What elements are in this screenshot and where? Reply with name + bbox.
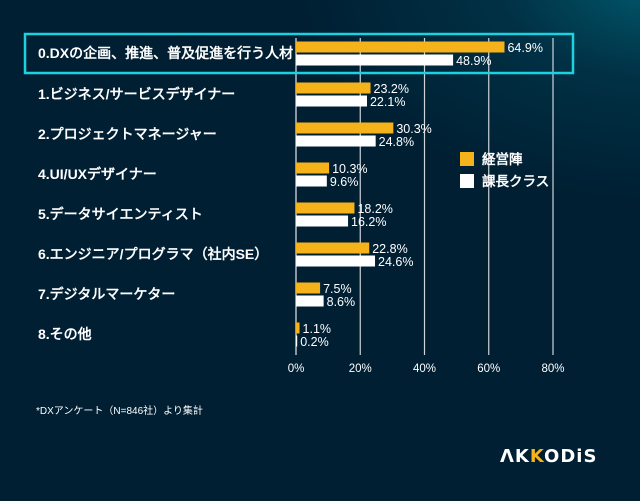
value-label: 0.2% bbox=[300, 335, 329, 349]
value-label: 9.6% bbox=[330, 175, 359, 189]
legend-swatch bbox=[460, 174, 474, 188]
value-label: 24.8% bbox=[379, 135, 414, 149]
bar-manager bbox=[296, 215, 349, 227]
bar-manager bbox=[296, 175, 327, 187]
logo-part-3: ODiS bbox=[544, 446, 598, 467]
category-label: 4.UI/UXデザイナー bbox=[38, 166, 157, 182]
category-label: 6.エンジニア/プログラマ（社内SE） bbox=[38, 246, 268, 262]
category-label: 7.デジタルマーケター bbox=[38, 286, 175, 302]
bar-manager bbox=[296, 135, 376, 147]
category-label: 8.その他 bbox=[38, 326, 92, 342]
category-label: 0.DXの企画、推進、普及促進を行う人材 bbox=[38, 45, 293, 61]
value-label: 10.3% bbox=[332, 162, 367, 176]
bar-executive bbox=[296, 322, 300, 334]
x-tick-label: 0% bbox=[288, 363, 305, 375]
value-label: 22.8% bbox=[372, 242, 407, 256]
value-label: 1.1% bbox=[303, 322, 332, 336]
x-tick-label: 20% bbox=[349, 363, 372, 375]
category-label: 5.データサイエンティスト bbox=[38, 206, 203, 222]
bar-manager bbox=[296, 295, 324, 307]
bar-executive bbox=[296, 282, 321, 294]
bar-executive bbox=[296, 41, 505, 53]
bar-manager bbox=[296, 335, 298, 347]
bar-executive bbox=[296, 82, 371, 94]
legend-label: 経営陣 bbox=[482, 151, 523, 167]
akkodis-logo: ΛKKODiS bbox=[500, 446, 597, 467]
bar-manager bbox=[296, 255, 376, 267]
value-label: 30.3% bbox=[396, 122, 431, 136]
x-tick-label: 40% bbox=[413, 363, 436, 375]
legend-swatch bbox=[460, 152, 474, 166]
value-label: 23.2% bbox=[374, 82, 409, 96]
value-label: 24.6% bbox=[378, 255, 413, 269]
bars: 64.9% 48.9% 23.2%22.1% 30.3%24.8% 10.3%9.6% 1… bbox=[296, 41, 543, 349]
bar-executive bbox=[296, 122, 394, 134]
category-label: 1.ビジネス/サービスデザイナー bbox=[38, 86, 235, 102]
footnote: *DXアンケート（N=846社）より集計 bbox=[36, 406, 203, 417]
logo-part-2: K bbox=[529, 446, 545, 467]
logo-part-1: ΛK bbox=[500, 446, 530, 467]
bar-executive bbox=[296, 242, 370, 254]
highlight-box bbox=[23, 32, 575, 75]
category-labels: 0.DXの企画、推進、普及促進を行う人材 1.ビジネス/サービスデザイナー 2.プロ… bbox=[38, 45, 293, 342]
x-axis-ticks: 0% 20% 40% 60% 80% bbox=[288, 363, 565, 375]
bar-manager bbox=[296, 95, 367, 107]
bar-executive bbox=[296, 202, 355, 214]
value-label: 64.9% bbox=[507, 41, 542, 55]
x-tick-label: 60% bbox=[477, 363, 500, 375]
value-label: 16.2% bbox=[351, 215, 386, 229]
legend-label: 課長クラス bbox=[482, 173, 549, 189]
value-label: 8.6% bbox=[327, 295, 356, 309]
bar-manager bbox=[296, 54, 454, 66]
value-label: 22.1% bbox=[370, 95, 405, 109]
x-tick-label: 80% bbox=[541, 363, 564, 375]
bar-executive bbox=[296, 162, 330, 174]
category-label: 2.プロジェクトマネージャー bbox=[38, 126, 217, 142]
value-label: 7.5% bbox=[323, 282, 352, 296]
value-label: 48.9% bbox=[456, 54, 491, 68]
value-label: 18.2% bbox=[357, 202, 392, 216]
